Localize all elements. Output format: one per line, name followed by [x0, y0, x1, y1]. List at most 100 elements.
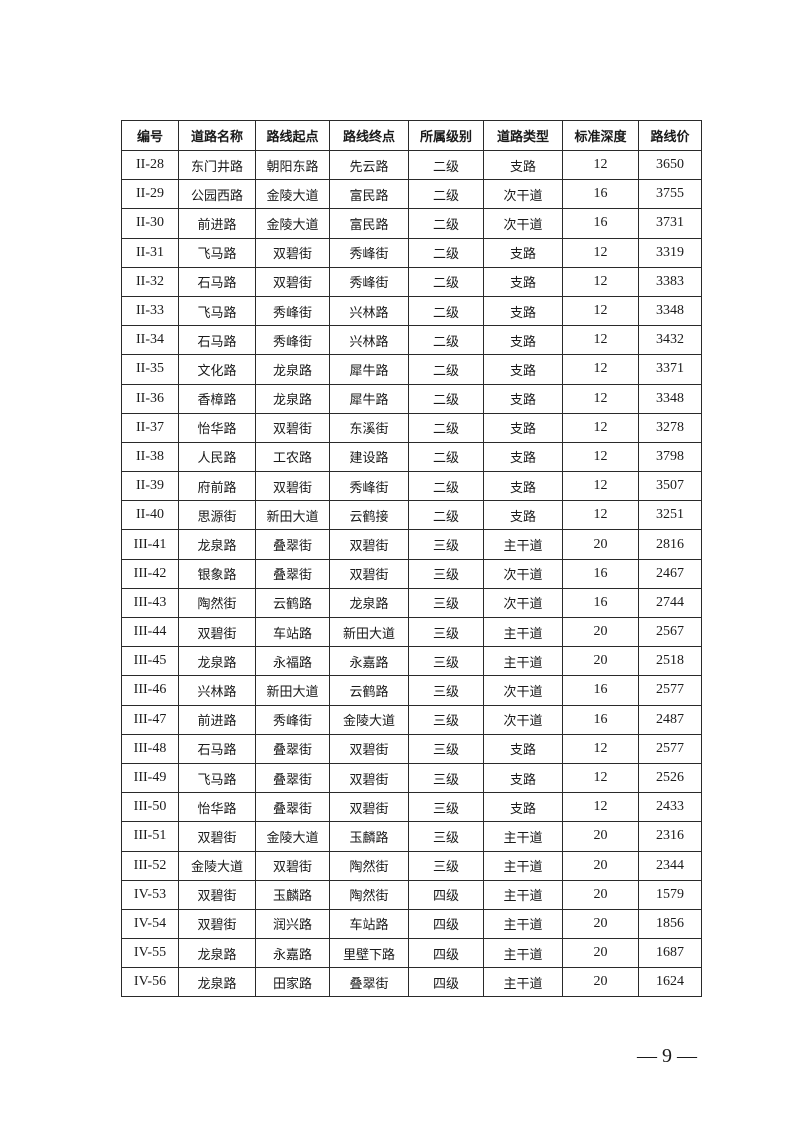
- table-row: III-47 前进路 秀峰街 金陵大道 三级 次干道 16 2487: [121, 704, 702, 735]
- table-cell: 3319: [638, 237, 702, 268]
- table-cell: 怡华路: [178, 792, 256, 823]
- table-cell: 2577: [638, 675, 702, 706]
- table-cell: 三级: [408, 587, 484, 619]
- table-cell: 文化路: [178, 354, 256, 385]
- table-cell: 3383: [638, 266, 702, 297]
- table-cell: 金陵大道: [255, 208, 330, 239]
- table-row: III-41 龙泉路 叠翠街 双碧街 三级 主干道 20 2816: [121, 529, 702, 560]
- table-row: II-33 飞马路 秀峰街 兴林路 二级 支路 12 3348: [121, 295, 702, 327]
- table-cell: II-32: [121, 266, 179, 297]
- table-cell: 田家路: [255, 967, 330, 998]
- table-cell: 3432: [638, 325, 702, 356]
- table-cell: 双碧街: [329, 558, 409, 589]
- table-cell: III-45: [121, 646, 179, 677]
- table-cell: 四级: [408, 938, 484, 969]
- table-cell: 双碧街: [255, 412, 330, 443]
- table-cell: 二级: [408, 208, 484, 239]
- table-cell: 12: [562, 149, 639, 181]
- table-cell: 秀峰街: [255, 704, 330, 735]
- table-cell: II-34: [121, 325, 179, 356]
- table-cell: 3251: [638, 500, 702, 531]
- table-cell: 次干道: [483, 587, 563, 619]
- table-row: II-39 府前路 双碧街 秀峰街 二级 支路 12 3507: [121, 471, 702, 502]
- table-cell: 3650: [638, 149, 702, 181]
- table-cell: 双碧街: [178, 908, 256, 940]
- table-cell: 玉麟路: [255, 879, 330, 910]
- table-cell: 二级: [408, 383, 484, 414]
- table-cell: 3507: [638, 471, 702, 502]
- table-cell: 支路: [483, 325, 563, 356]
- table-cell: 二级: [408, 295, 484, 327]
- table-cell: 2577: [638, 733, 702, 764]
- table-cell: 3798: [638, 441, 702, 473]
- table-cell: 二级: [408, 354, 484, 385]
- table-cell: 前进路: [178, 704, 256, 735]
- table-cell: 2567: [638, 616, 702, 648]
- table-row: III-50 怡华路 叠翠街 双碧街 三级 支路 12 2433: [121, 792, 702, 823]
- table-row: III-43 陶然街 云鹤路 龙泉路 三级 次干道 16 2744: [121, 587, 702, 619]
- table-cell: 2518: [638, 646, 702, 677]
- table-cell: 云鹤接: [329, 500, 409, 531]
- table-cell: 新田大道: [255, 500, 330, 531]
- table-cell: 石马路: [178, 733, 256, 764]
- table-cell: 支路: [483, 383, 563, 414]
- table-cell: 支路: [483, 354, 563, 385]
- table-cell: 支路: [483, 149, 563, 181]
- table-cell: 秀峰街: [329, 237, 409, 268]
- table-cell: II-28: [121, 149, 179, 181]
- table-cell: 石马路: [178, 325, 256, 356]
- table-cell: 支路: [483, 237, 563, 268]
- table-cell: 二级: [408, 266, 484, 297]
- table-cell: 三级: [408, 675, 484, 706]
- table-cell: 秀峰街: [255, 325, 330, 356]
- table-row: III-45 龙泉路 永福路 永嘉路 三级 主干道 20 2518: [121, 646, 702, 677]
- table-cell: 次干道: [483, 704, 563, 735]
- table-cell: 20: [562, 908, 639, 940]
- table-cell: 2487: [638, 704, 702, 735]
- table-cell: III-50: [121, 792, 179, 823]
- table-cell: 12: [562, 733, 639, 764]
- table-row: IV-55 龙泉路 永嘉路 里壁下路 四级 主干道 20 1687: [121, 938, 702, 969]
- table-cell: 三级: [408, 733, 484, 764]
- table-cell: 二级: [408, 471, 484, 502]
- table-cell: 2467: [638, 558, 702, 589]
- column-header: 路线终点: [329, 120, 409, 151]
- table-cell: 车站路: [329, 908, 409, 940]
- table-cell: 三级: [408, 821, 484, 852]
- table-cell: 主干道: [483, 850, 563, 881]
- table-row: III-49 飞马路 叠翠街 双碧街 三级 支路 12 2526: [121, 762, 702, 794]
- table-cell: 3731: [638, 208, 702, 239]
- table-cell: 2816: [638, 529, 702, 560]
- table-cell: 兴林路: [329, 295, 409, 327]
- table-cell: III-44: [121, 616, 179, 648]
- table-header-row: 编号 道路名称 路线起点 路线终点 所属级别 道路类型 标准深度 路线价: [121, 120, 702, 151]
- table-cell: 支路: [483, 441, 563, 473]
- table-cell: III-47: [121, 704, 179, 735]
- table-cell: 20: [562, 938, 639, 969]
- table-cell: 府前路: [178, 471, 256, 502]
- table-cell: 主干道: [483, 646, 563, 677]
- table-cell: 2433: [638, 792, 702, 823]
- table-cell: 主干道: [483, 616, 563, 648]
- table-cell: 犀牛路: [329, 383, 409, 414]
- table-cell: 龙泉路: [329, 587, 409, 619]
- table-cell: 1624: [638, 967, 702, 998]
- table-cell: 陶然街: [329, 850, 409, 881]
- table-cell: 东门井路: [178, 149, 256, 181]
- road-price-table: 编号 道路名称 路线起点 路线终点 所属级别 道路类型 标准深度 路线价 II-28 东门井路朝…: [121, 120, 702, 998]
- column-header: 道路类型: [483, 120, 563, 151]
- column-header: 道路名称: [178, 120, 256, 151]
- table-cell: 四级: [408, 908, 484, 940]
- table-cell: III-41: [121, 529, 179, 560]
- table-cell: 12: [562, 266, 639, 297]
- table-row: II-32 石马路 双碧街 秀峰街 二级 支路 12 3383: [121, 266, 702, 297]
- table-cell: 思源街: [178, 500, 256, 531]
- table-cell: IV-56: [121, 967, 179, 998]
- table-row: II-29 公园西路 金陵大道 富民路 二级 次干道 16 3755: [121, 179, 702, 210]
- table-cell: 兴林路: [329, 325, 409, 356]
- table-cell: 支路: [483, 762, 563, 794]
- table-cell: IV-54: [121, 908, 179, 940]
- table-cell: 公园西路: [178, 179, 256, 210]
- table-cell: 双碧街: [329, 792, 409, 823]
- table-cell: III-51: [121, 821, 179, 852]
